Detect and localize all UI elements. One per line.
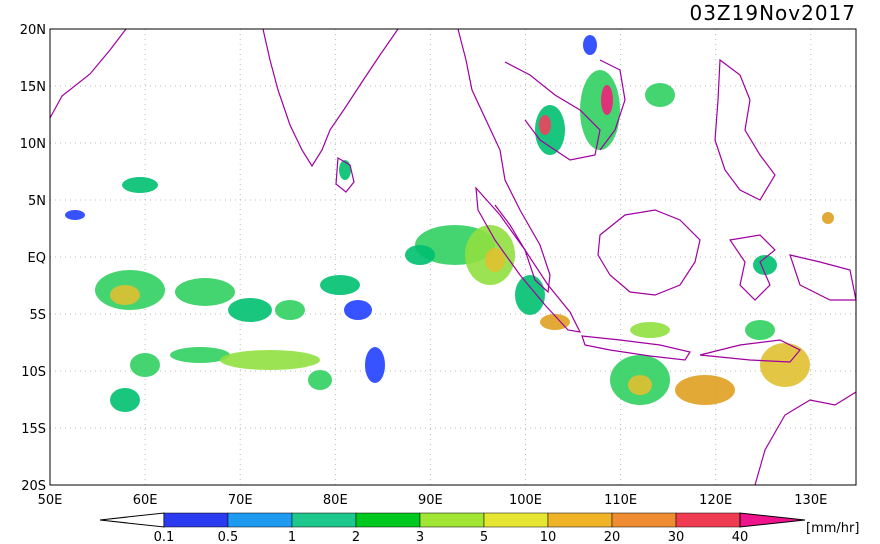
- colorbar-segment: [611, 512, 677, 528]
- rain-cell: [539, 115, 551, 135]
- lat-label: 20S: [21, 479, 46, 494]
- rain-cell: [110, 388, 140, 412]
- colorbar-label: 5: [480, 530, 488, 544]
- rain-cell: [540, 314, 570, 330]
- lat-label: 5N: [28, 194, 46, 209]
- rain-cell: [365, 347, 385, 383]
- colorbar-segment: [675, 512, 741, 528]
- coastline: [699, 339, 801, 363]
- lon-label: 80E: [323, 493, 348, 508]
- rain-cell: [320, 275, 360, 295]
- colorbar-under: [99, 512, 165, 528]
- lon-label: 130E: [794, 493, 827, 508]
- colorbar-label: 0.1: [154, 530, 175, 544]
- coastline: [262, 28, 399, 168]
- colorbar-label: 20: [604, 530, 621, 544]
- colorbar-over: [739, 512, 806, 528]
- lon-label: 70E: [228, 493, 253, 508]
- rain-cell: [170, 347, 230, 363]
- lon-label: 110E: [604, 493, 637, 508]
- colorbar-segment: [419, 512, 485, 528]
- colorbar-label: 30: [668, 530, 685, 544]
- colorbar-segment: [227, 512, 293, 528]
- rain-cell: [601, 85, 613, 115]
- colorbar-label: 40: [732, 530, 749, 544]
- coastline: [714, 58, 776, 201]
- rain-cell: [308, 370, 332, 390]
- lat-label: 10N: [20, 137, 46, 152]
- rain-cell: [228, 298, 272, 322]
- lon-label: 120E: [699, 493, 732, 508]
- coastline: [457, 28, 551, 294]
- colorbar-segment: [355, 512, 421, 528]
- rain-cell: [485, 248, 505, 272]
- coastline: [599, 59, 626, 151]
- lon-label: 50E: [38, 493, 63, 508]
- coastline: [728, 234, 776, 301]
- lon-label: 100E: [509, 493, 542, 508]
- colorbar-label: 2: [352, 530, 360, 544]
- colorbar-label: 1: [288, 530, 296, 544]
- rain-cell: [628, 375, 652, 395]
- rain-cell: [753, 255, 777, 275]
- lon-label: 60E: [133, 493, 158, 508]
- rain-cell: [122, 177, 158, 193]
- rain-cell: [583, 35, 597, 55]
- colorbar-segment: [291, 512, 357, 528]
- rain-cell: [130, 353, 160, 377]
- lat-label: 15N: [20, 80, 46, 95]
- lat-label: 20N: [20, 23, 46, 38]
- rain-cell: [760, 343, 810, 387]
- rain-cell: [275, 300, 305, 320]
- rain-field: [65, 35, 834, 412]
- coastline: [335, 156, 355, 193]
- rain-cell: [822, 212, 834, 224]
- rain-cell: [110, 285, 140, 305]
- lat-label: 5S: [29, 308, 46, 323]
- rain-cell: [675, 375, 735, 405]
- coastline: [754, 391, 857, 486]
- lat-label: EQ: [28, 251, 46, 266]
- rain-cell: [745, 320, 775, 340]
- lat-label: 10S: [21, 365, 46, 380]
- rain-cell: [339, 160, 351, 180]
- lon-label: 90E: [418, 493, 443, 508]
- lat-label: 15S: [21, 422, 46, 437]
- coastline: [597, 209, 701, 296]
- rain-cell: [220, 350, 320, 370]
- grid: [50, 29, 856, 485]
- rain-cell: [580, 70, 620, 150]
- colorbar: 0.1 0.5 1 2 3 5 10 20 30 40 [mm/hr]: [99, 512, 859, 544]
- colorbar-label: 3: [416, 530, 424, 544]
- colorbar-label: 10: [540, 530, 557, 544]
- rain-cell: [645, 83, 675, 107]
- rain-cell: [630, 322, 670, 338]
- coastline: [789, 254, 857, 301]
- rain-cell: [405, 245, 435, 265]
- rain-cell: [175, 278, 235, 306]
- colorbar-segment: [163, 512, 229, 528]
- coastline: [581, 335, 691, 361]
- colorbar-segment: [547, 512, 613, 528]
- colorbar-label: 0.5: [218, 530, 239, 544]
- plot-frame: [49, 28, 857, 486]
- coastline: [504, 61, 601, 161]
- coastline: [475, 186, 582, 333]
- colorbar-unit: [mm/hr]: [806, 521, 859, 536]
- map-title: 03Z19Nov2017: [689, 1, 856, 25]
- rain-cell: [65, 210, 85, 220]
- colorbar-segment: [483, 512, 549, 528]
- rain-cell: [515, 275, 545, 315]
- coastline: [49, 28, 127, 119]
- rain-cell: [344, 300, 372, 320]
